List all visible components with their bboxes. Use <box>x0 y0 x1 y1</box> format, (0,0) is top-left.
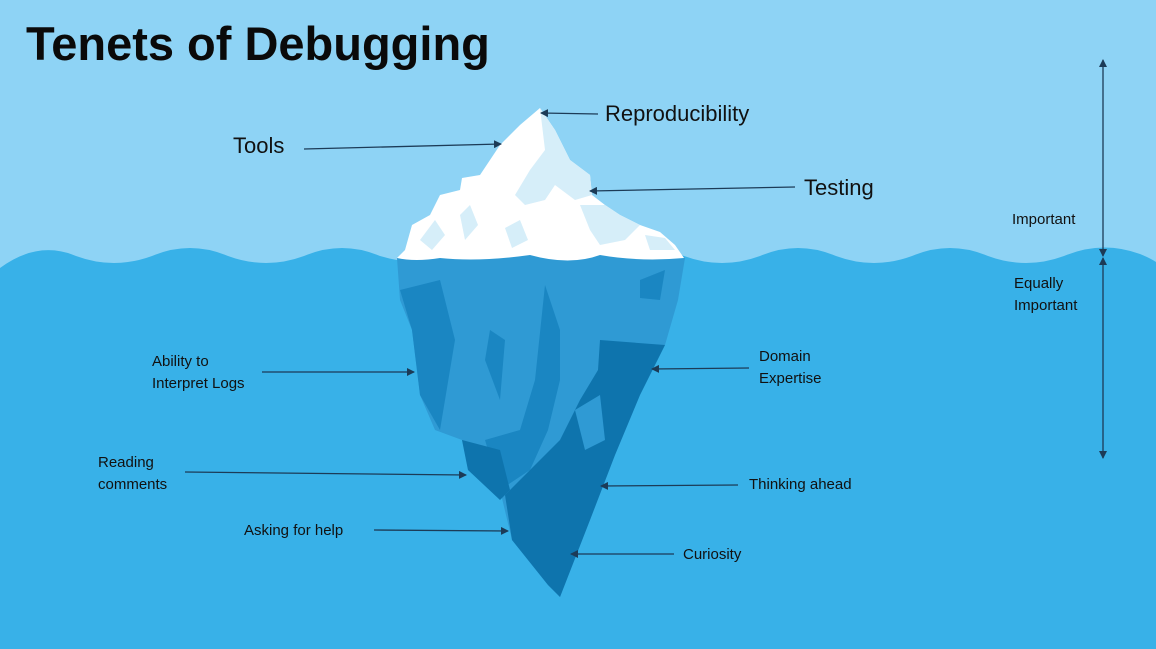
label-curiosity: Curiosity <box>683 546 742 563</box>
arrow-reading-comments <box>184 470 467 479</box>
arrow-thinking-ahead <box>600 481 739 490</box>
label-asking-help: Asking for help <box>244 522 344 539</box>
arrow-asking-help <box>373 526 509 535</box>
label-thinking-ahead: Thinking ahead <box>749 476 852 493</box>
label-reproducibility: Reproducibility <box>605 101 750 126</box>
arrow-domain-expertise <box>651 364 750 373</box>
label-testing: Testing <box>804 175 874 200</box>
label-arrows <box>184 109 796 558</box>
iceberg-underwater <box>397 244 685 597</box>
arrow-reproducibility <box>540 109 599 118</box>
label-reading-comments: Reading comments <box>98 454 168 493</box>
label-domain-expertise: Domain Expertise <box>759 348 822 387</box>
page-title: Tenets of Debugging <box>26 17 490 70</box>
iceberg-tip <box>397 108 684 261</box>
label-ability-logs: Ability to Interpret Logs <box>152 353 245 392</box>
arrow-tools <box>303 140 502 150</box>
label-equally-important: Equally Important <box>1014 275 1078 314</box>
arrow-testing <box>589 186 796 195</box>
label-tools: Tools <box>233 133 285 158</box>
label-important: Important <box>1012 211 1076 228</box>
